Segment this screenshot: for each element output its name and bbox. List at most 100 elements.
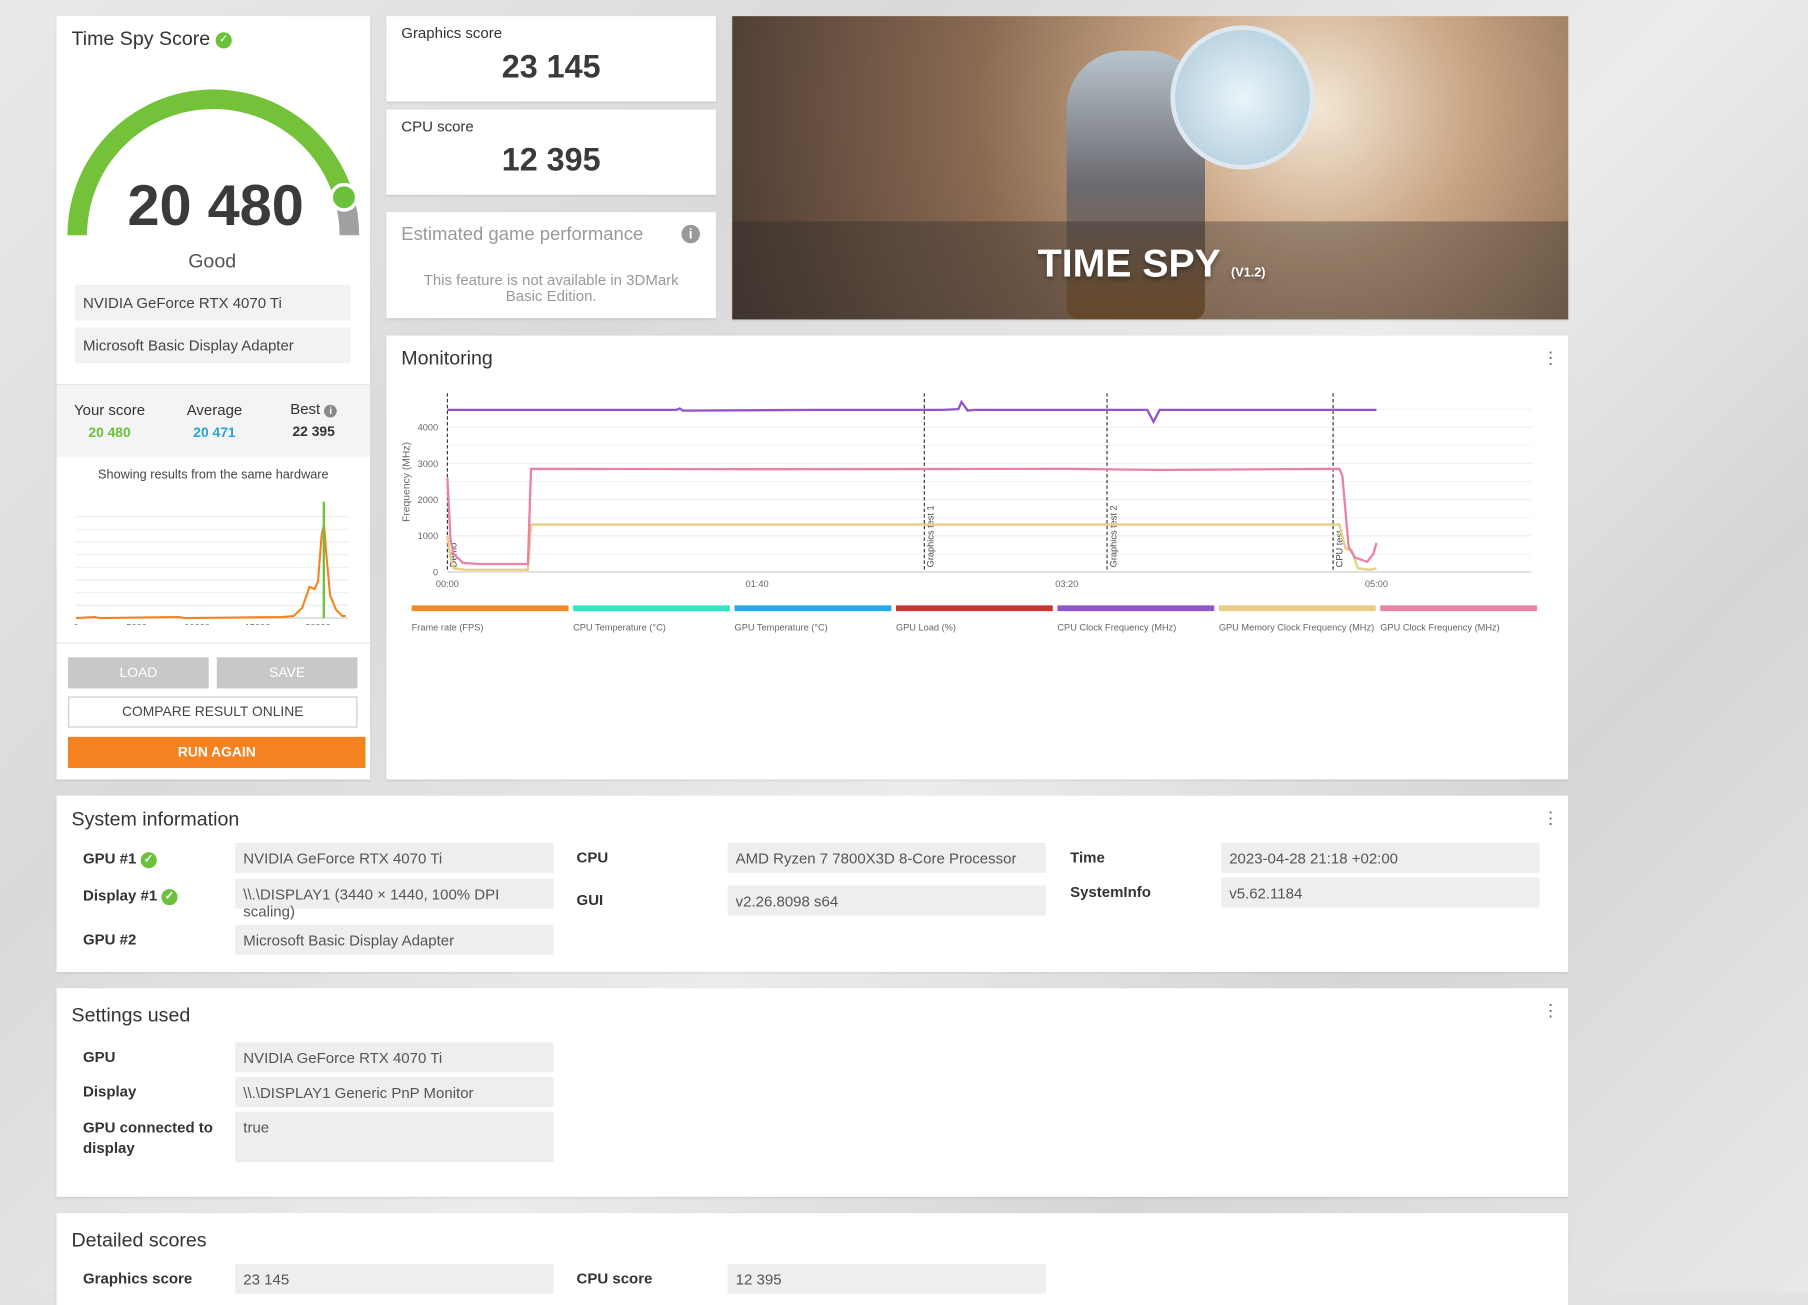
display1-value: \\.\DISPLAY1 (3440 × 1440, 100% DPI scal… (235, 878, 554, 920)
systeminfo-label: SystemInfo (1070, 883, 1151, 901)
legend-item[interactable]: GPU Temperature (°C) (734, 605, 892, 638)
x-tick-label: 00:00 (436, 579, 459, 589)
info-icon[interactable]: i (681, 224, 700, 244)
hardware-gpu1: NVIDIA GeForce RTX 4070 Ti (74, 284, 351, 321)
legend-label: GPU Memory Clock Frequency (MHz) (1218, 622, 1375, 634)
legend-label: CPU Temperature (°C) (573, 622, 666, 634)
check-icon: ✓ (215, 31, 232, 48)
settings-used-card: Settings used · · · GPU NVIDIA GeForce RTX… (56, 988, 1569, 1197)
time-value: 2023-04-28 21:18 +02:00 (1221, 842, 1540, 873)
gauge-fill (67, 89, 354, 236)
cpu-label: CPU (576, 848, 609, 866)
y-tick-label: 3000 (418, 459, 439, 469)
total-score: 20 480 (127, 172, 304, 238)
score-rating: Good (188, 250, 237, 273)
gui-value: v2.26.8098 s64 (727, 885, 1046, 916)
benchmark-hero-image: TIME SPY (V1.2) (732, 16, 1569, 320)
x-tick-label: 03:20 (1055, 579, 1078, 589)
legend-item[interactable]: CPU Clock Frequency (MHz) (1057, 605, 1215, 638)
gui-label: GUI (576, 891, 604, 909)
legend-item[interactable]: GPU Clock Frequency (MHz) (1380, 605, 1538, 638)
score-distribution-chart: 0 5000 10000 15000 20000 (74, 501, 349, 625)
score-title-text: Time Spy Score (71, 27, 211, 50)
legend-label: Frame rate (FPS) (411, 622, 484, 634)
setting-display-label: Display (83, 1082, 137, 1101)
more-options-icon[interactable]: · · · (1547, 342, 1554, 374)
legend-item[interactable]: CPU Temperature (°C) (573, 605, 730, 638)
hardware-gpu2: Microsoft Basic Display Adapter (74, 327, 351, 364)
more-options-icon[interactable]: · · · (1547, 995, 1554, 1027)
setting-gpu-connected-label: GPU connected to display (83, 1118, 213, 1157)
systeminfo-value: v5.62.1184 (1221, 877, 1540, 908)
x-tick-label: 5000 (126, 623, 147, 625)
monitoring-chart: 0 1000 2000 3000 4000 00:00 01:40 03:20 05:00 Fre… (401, 393, 1532, 589)
legend-label: GPU Load (%) (895, 622, 956, 634)
x-tick-label: 01:40 (746, 579, 769, 589)
graphics-score-value: 23 145 (501, 48, 601, 85)
series-line (446, 467, 1378, 566)
legend-swatch (573, 605, 730, 612)
series-line (447, 399, 1377, 425)
legend-label: CPU Clock Frequency (MHz) (1057, 622, 1177, 634)
y-tick-label: 0 (433, 567, 438, 577)
compare-online-button[interactable]: COMPARE RESULT ONLINE (68, 696, 358, 728)
system-information-title: System information (71, 808, 240, 831)
info-icon[interactable]: i (324, 404, 338, 418)
series-line (446, 523, 1377, 571)
average-label: Average (186, 401, 243, 419)
detailed-graphics-value: 23 145 (235, 1263, 554, 1294)
y-axis-label: Frequency (MHz) (401, 442, 412, 522)
estimated-performance-title: Estimated game performance (401, 224, 644, 245)
gpu2-label: GPU #2 (83, 930, 137, 948)
more-options-icon[interactable]: · · · (1547, 802, 1554, 834)
legend-item[interactable]: GPU Load (%) (895, 605, 1053, 638)
score-comparison: Your score 20 480 Average 20 471 Best i 22 … (56, 383, 371, 457)
legend-item[interactable]: GPU Memory Clock Frequency (MHz) (1218, 605, 1376, 638)
best-label-row: Best i (276, 400, 352, 418)
x-tick-label: 20000 (305, 623, 331, 625)
estimated-performance-text: This feature is not available in 3DMark … (423, 270, 679, 305)
legend-item[interactable]: Frame rate (FPS) (411, 605, 569, 638)
best-score: Best i 22 395 (276, 400, 352, 439)
x-tick-label: 0 (74, 623, 79, 625)
legend-swatch (411, 605, 569, 612)
hero-orb (1170, 25, 1315, 170)
y-tick-label: 1000 (418, 531, 439, 541)
legend-label: GPU Clock Frequency (MHz) (1380, 622, 1500, 634)
your-score-value: 20 480 (88, 424, 131, 441)
cpu-score-value: 12 395 (501, 141, 601, 178)
check-icon: ✓ (140, 851, 157, 868)
detailed-cpu-value: 12 395 (727, 1263, 1046, 1294)
legend-swatch (1218, 605, 1376, 612)
save-button[interactable]: SAVE (216, 657, 358, 689)
hero-banner (732, 221, 1569, 320)
hero-version: (V1.2) (1230, 266, 1266, 281)
score-gauge (67, 89, 360, 236)
run-again-button[interactable]: RUN AGAIN (68, 736, 366, 768)
setting-gpu-label: GPU (83, 1048, 116, 1066)
estimated-performance-card: Estimated game performance i This featur… (386, 212, 717, 319)
cpu-score-label: CPU score (401, 117, 474, 135)
gpu2-value: Microsoft Basic Display Adapter (235, 924, 554, 955)
y-tick-label: 2000 (418, 495, 439, 505)
setting-gpu-value: NVIDIA GeForce RTX 4070 Ti (235, 1042, 554, 1073)
time-label: Time (1070, 848, 1105, 866)
check-icon: ✓ (161, 888, 178, 905)
x-tick-label: 05:00 (1365, 579, 1388, 589)
legend-swatch (895, 605, 1053, 612)
score-card: Time Spy Score ✓ 20 480 Good NVIDIA GeFo… (56, 16, 371, 780)
setting-gpu-connected-value: true (235, 1111, 554, 1163)
same-hardware-note: Showing results from the same hardware (98, 468, 329, 482)
detailed-scores-title: Detailed scores (71, 1229, 207, 1252)
gpu1-label-text: GPU #1 (83, 849, 137, 868)
system-information-card: System information · · · GPU #1 ✓ NVIDIA G… (56, 795, 1569, 973)
load-button[interactable]: LOAD (68, 657, 209, 689)
detailed-scores-card: Detailed scores Graphics score 23 145 CP… (56, 1213, 1569, 1305)
monitoring-title: Monitoring (401, 347, 493, 369)
test-marker-label: Graphics test 2 (1108, 505, 1118, 567)
display1-label-text: Display #1 (83, 886, 158, 905)
detailed-graphics-label: Graphics score (83, 1269, 193, 1287)
test-marker-label: Graphics test 1 (926, 505, 936, 567)
x-tick-label: 10000 (184, 623, 210, 625)
graphics-score-card: Graphics score 23 145 (386, 16, 717, 102)
